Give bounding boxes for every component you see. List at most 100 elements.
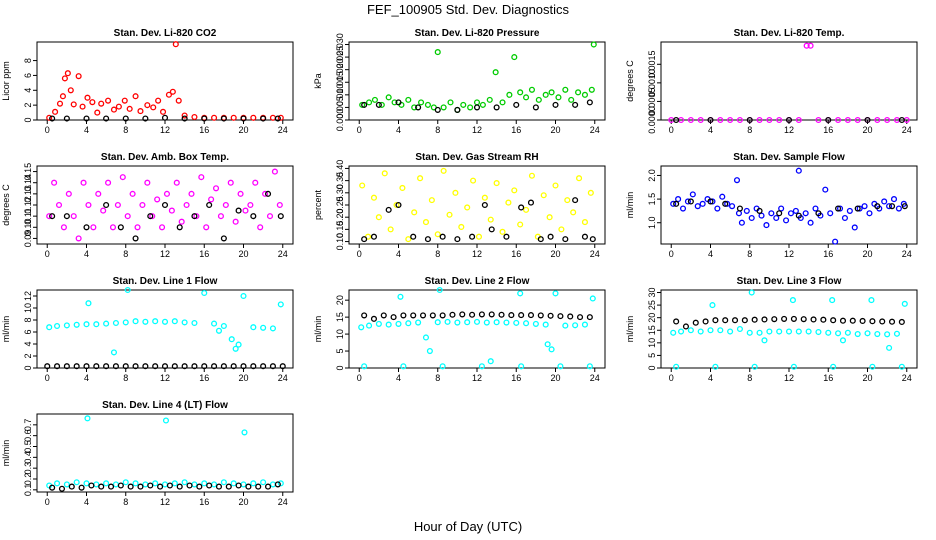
data-point (697, 116, 704, 124)
x-tick-label: 24 (278, 125, 288, 135)
data-point (70, 101, 77, 108)
data-point (709, 302, 716, 309)
data-point (487, 216, 494, 223)
data-point (54, 322, 61, 330)
data-point (73, 321, 80, 328)
data-point (473, 104, 481, 111)
data-point (854, 205, 861, 212)
x-tick-label: 8 (435, 125, 440, 135)
y-tick-label: 4 (23, 88, 33, 93)
series-mean (361, 99, 593, 113)
data-point (129, 190, 136, 197)
y-tick-label: 6 (23, 329, 33, 334)
data-point (447, 99, 454, 106)
data-point (117, 482, 124, 489)
data-point (839, 317, 847, 324)
data-point (103, 201, 110, 209)
data-point (274, 115, 281, 122)
data-point (901, 300, 908, 307)
x-tick-label: 16 (823, 373, 833, 383)
data-point (63, 322, 70, 329)
data-point (756, 329, 763, 336)
y-tick-label: 0.25 (335, 196, 345, 214)
data-point (587, 189, 594, 196)
data-point (527, 199, 535, 206)
data-point (751, 316, 758, 323)
data-point (242, 207, 249, 214)
data-point (173, 179, 180, 186)
data-point (682, 323, 690, 330)
data-point (517, 290, 524, 297)
y-tick-label: 0 (23, 365, 33, 370)
plot-frame (348, 165, 606, 245)
data-point (707, 327, 714, 334)
data-point (157, 483, 164, 490)
data-point (73, 479, 80, 486)
x-tick-label: 24 (590, 373, 600, 383)
data-point (479, 101, 486, 108)
x-tick-label: 16 (823, 249, 833, 259)
data-point (159, 108, 167, 115)
data-point (895, 205, 902, 212)
x-tick-label: 20 (238, 125, 248, 135)
data-point (481, 201, 488, 209)
data-point (56, 100, 64, 107)
data-point (503, 233, 510, 240)
data-point (736, 116, 743, 124)
x-tick-label: 24 (902, 373, 912, 383)
data-point (169, 88, 176, 95)
data-point (488, 311, 495, 318)
data-point (196, 483, 203, 490)
y-tick-label: 0.30 (335, 184, 345, 202)
data-point (829, 297, 836, 304)
series-mean (361, 197, 596, 243)
data-point (375, 320, 382, 327)
x-tick-label: 4 (84, 373, 89, 383)
data-point (186, 482, 193, 489)
data-point (807, 42, 814, 49)
data-point (542, 91, 549, 98)
series-std (359, 167, 594, 243)
data-point (90, 224, 97, 231)
x-tick-label: 4 (84, 497, 89, 507)
data-point (276, 201, 283, 209)
x-tick-label: 20 (550, 125, 560, 135)
data-point (217, 213, 224, 220)
y-tick-label: 0.10 (335, 233, 345, 251)
data-point (366, 99, 373, 106)
data-point (776, 210, 783, 217)
data-point (378, 101, 385, 108)
data-point (746, 329, 753, 336)
data-point (493, 180, 500, 187)
data-point (83, 480, 90, 487)
y-tick-label: 0.000 (335, 109, 345, 132)
data-point (262, 190, 269, 197)
data-point (586, 99, 593, 106)
data-point (575, 89, 582, 96)
y-tick-label: 0.025 (335, 46, 345, 69)
data-point (134, 224, 141, 231)
data-point (65, 190, 72, 197)
data-point (240, 292, 247, 300)
data-point (792, 207, 799, 214)
data-point (589, 236, 596, 243)
data-point (215, 483, 223, 490)
y-tick-label: 1.5 (647, 193, 657, 206)
data-point (359, 101, 366, 108)
x-tick-label: 20 (550, 249, 560, 259)
data-point (518, 363, 525, 370)
data-point (112, 363, 119, 370)
data-point (528, 172, 536, 179)
data-point (250, 213, 257, 220)
data-point (790, 315, 797, 322)
data-point (361, 312, 368, 319)
x-tick-label: 12 (784, 249, 794, 259)
data-point (552, 182, 559, 189)
data-point (264, 190, 272, 197)
data-point (63, 115, 70, 122)
y-tick-label: 1.0 (647, 216, 657, 229)
y-tick-label: 8 (23, 58, 33, 63)
data-point (773, 214, 780, 222)
